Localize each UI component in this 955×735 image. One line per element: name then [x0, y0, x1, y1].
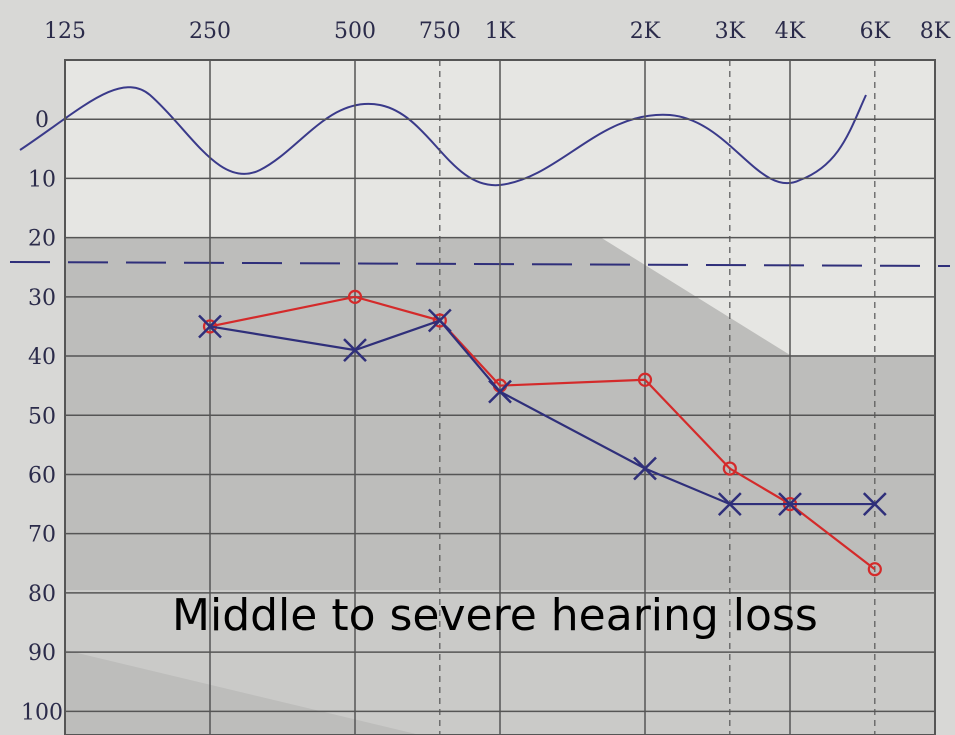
x-tick-label: 8K — [920, 19, 951, 44]
page: {"chart_data": {"type": "line", "xscale"… — [0, 0, 955, 735]
x-tick-label: 2K — [630, 19, 661, 44]
y-tick-label: 10 — [28, 167, 56, 192]
y-tick-label: 80 — [28, 582, 56, 607]
chart: 0 10 20 30 40 50 60 70 80 90 100 125 250 500 750 1K 2K 3K… — [0, 0, 955, 735]
x-tick-label: 750 — [419, 19, 461, 44]
x-tick-label: 125 — [44, 19, 86, 44]
x-tick-label: 6K — [860, 19, 891, 44]
y-tick-label: 60 — [28, 463, 56, 488]
x-tick-label: 3K — [715, 19, 746, 44]
x-tick-label: 4K — [775, 19, 806, 44]
y-tick-label: 20 — [28, 227, 56, 252]
y-tick-label: 50 — [28, 404, 56, 429]
x-tick-label: 250 — [189, 19, 231, 44]
annotation: Middle to severe hearing loss — [172, 590, 818, 641]
y-tick-label: 40 — [28, 345, 56, 370]
x-tick-label: 500 — [334, 19, 376, 44]
y-tick-label: 0 — [35, 108, 49, 133]
y-tick-label: 100 — [21, 700, 63, 725]
y-tick-label: 70 — [28, 523, 56, 548]
y-tick-label: 30 — [28, 286, 56, 311]
x-tick-label: 1K — [485, 19, 516, 44]
y-tick-label: 90 — [28, 641, 56, 666]
